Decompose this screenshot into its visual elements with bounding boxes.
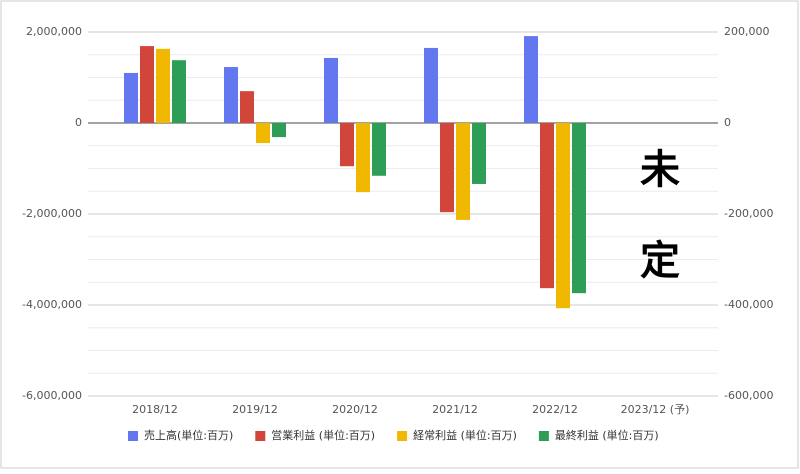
- bar: [324, 57, 338, 124]
- bar: [556, 123, 570, 309]
- x-tick-label: 2018/12: [132, 403, 178, 416]
- bar: [440, 123, 454, 213]
- bar: [140, 46, 154, 124]
- x-tick-label: 2023/12 (予): [621, 403, 690, 416]
- y-tick-label: -2,000,000: [22, 207, 82, 220]
- x-tick-label: 2022/12: [532, 403, 578, 416]
- legend-label: 営業利益 (単位:百万): [271, 428, 375, 442]
- bar: [456, 123, 470, 220]
- bar: [356, 123, 370, 193]
- y-tick-label: 2,000,000: [26, 25, 82, 38]
- bar: [272, 123, 286, 138]
- y-tick-label: -4,000,000: [22, 298, 82, 311]
- y2-tick-label: 200,000: [724, 25, 770, 38]
- legend-swatch: [255, 431, 266, 441]
- legend-label: 売上高(単位:百万): [144, 428, 233, 442]
- bar: [256, 123, 270, 144]
- x-tick-label: 2020/12: [332, 403, 378, 416]
- bar: [172, 60, 186, 123]
- x-tick-label: 2019/12: [232, 403, 278, 416]
- legend-swatch: [397, 431, 408, 441]
- legend-swatch: [538, 431, 549, 441]
- annotation: 定: [640, 238, 680, 284]
- bar: [340, 123, 354, 167]
- bar: [472, 123, 486, 184]
- y2-tick-label: 0: [724, 116, 731, 129]
- x-tick-label: 2021/12: [432, 403, 478, 416]
- y-tick-label: -6,000,000: [22, 389, 82, 402]
- bar: [156, 48, 170, 123]
- y2-tick-label: -200,000: [724, 207, 773, 220]
- annotation: 未: [640, 147, 680, 193]
- bar: [240, 91, 254, 123]
- bar: [524, 36, 538, 123]
- legend-swatch: [128, 431, 138, 441]
- legend-label: 経常利益 (単位:百万): [413, 428, 517, 442]
- bar: [124, 72, 138, 123]
- bar: [540, 123, 554, 289]
- y2-tick-label: -600,000: [724, 389, 773, 402]
- y2-tick-label: -400,000: [724, 298, 773, 311]
- legend-label: 最終利益 (単位:百万): [555, 428, 659, 442]
- bar: [372, 123, 386, 176]
- bar: [424, 47, 438, 123]
- bar: [572, 123, 586, 294]
- y-tick-label: 0: [75, 116, 82, 129]
- bar: [224, 67, 238, 123]
